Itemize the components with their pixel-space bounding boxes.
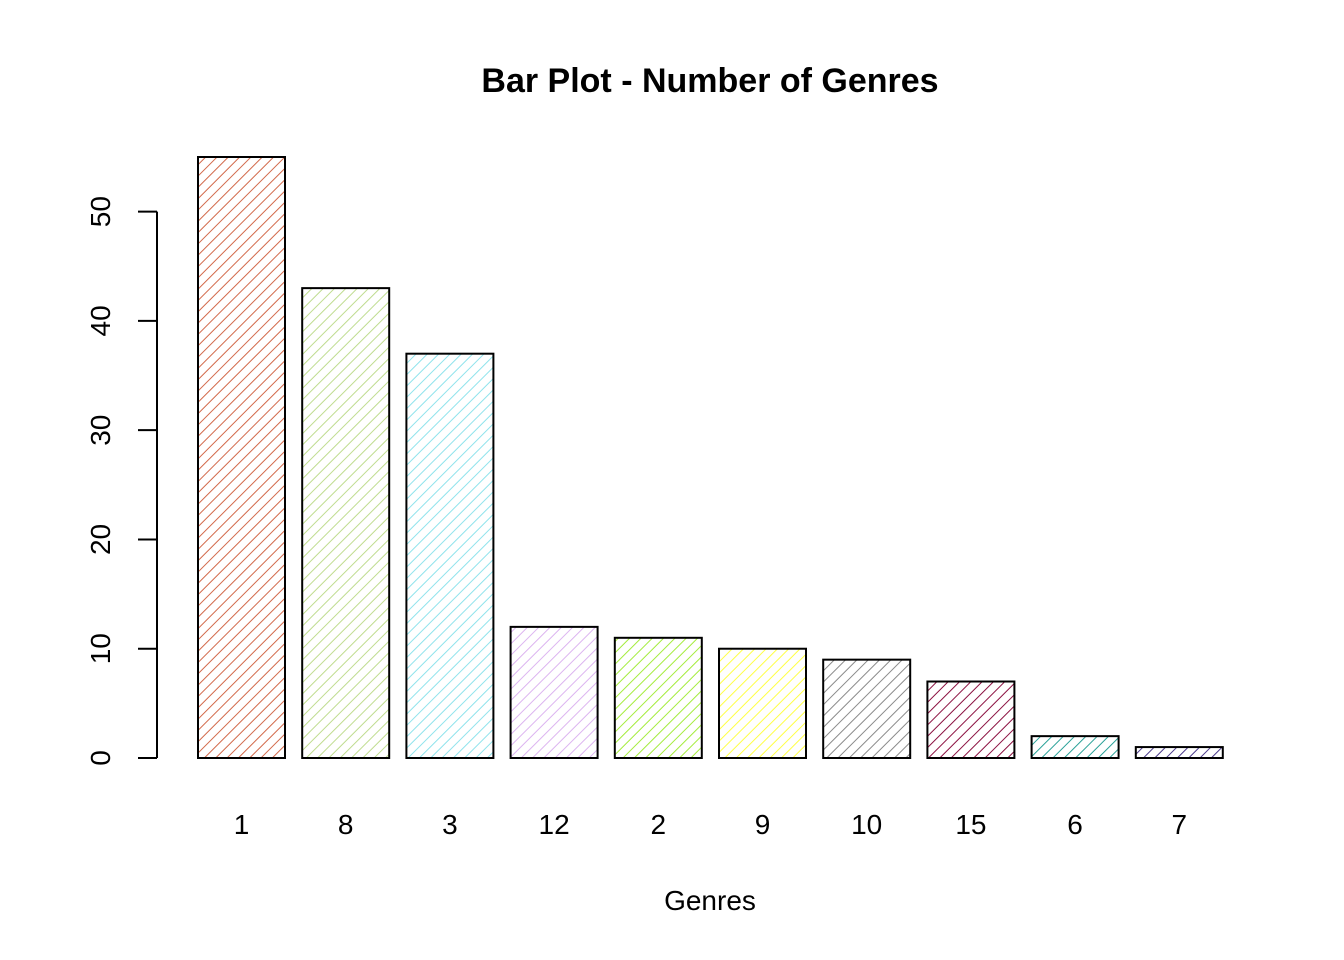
x-tick-label: 7 <box>1172 809 1188 840</box>
x-axis-label: Genres <box>664 885 756 916</box>
x-tick-label: 9 <box>755 809 771 840</box>
bars <box>197 156 1224 760</box>
x-tick-label: 12 <box>539 809 570 840</box>
bar-6 <box>1030 735 1120 759</box>
y-tick-label: 0 <box>85 750 116 766</box>
x-tick-label: 2 <box>651 809 667 840</box>
x-tick-label: 3 <box>442 809 458 840</box>
y-tick-label: 40 <box>85 305 116 336</box>
bar-7 <box>1134 746 1224 760</box>
bar-10 <box>822 658 912 759</box>
bar-12 <box>509 625 599 760</box>
bar-8 <box>301 287 391 759</box>
x-tick-labels: 1 8 3 12 2 9 10 15 6 7 <box>234 809 1187 840</box>
y-tick-label: 10 <box>85 633 116 664</box>
y-axis: 0 10 20 30 40 50 <box>85 196 158 766</box>
y-tick-label: 30 <box>85 415 116 446</box>
x-tick-label: 1 <box>234 809 250 840</box>
x-tick-label: 8 <box>338 809 354 840</box>
x-tick-label: 10 <box>851 809 882 840</box>
y-tick-label: 20 <box>85 524 116 555</box>
x-tick-label: 6 <box>1067 809 1083 840</box>
bar-2 <box>613 636 703 759</box>
bar-3 <box>405 352 495 759</box>
bar-9 <box>718 647 807 760</box>
bar-1 <box>197 156 286 759</box>
y-tick-label: 50 <box>85 196 116 227</box>
x-tick-label: 15 <box>955 809 986 840</box>
chart-title: Bar Plot - Number of Genres <box>481 62 938 100</box>
bar-15 <box>926 680 1016 759</box>
